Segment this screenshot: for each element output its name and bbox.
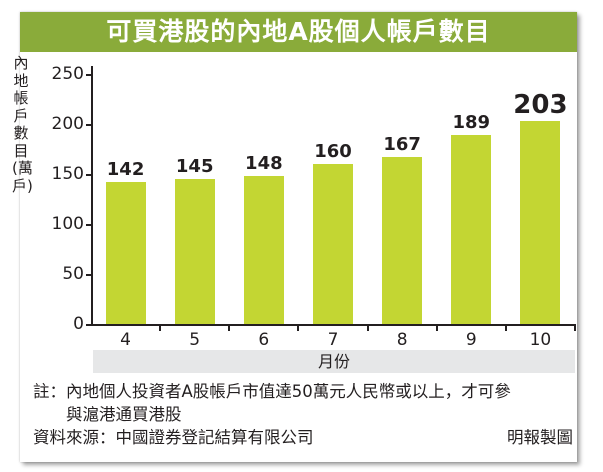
- x-tick-label: 5: [189, 330, 201, 350]
- bar-7: [313, 164, 353, 324]
- x-tick: [435, 324, 438, 331]
- x-tick-label: 8: [396, 330, 408, 350]
- x-tick: [504, 324, 507, 331]
- chart-title: 可買港股的內地A股個人帳戶數目: [20, 12, 577, 52]
- y-tick: [86, 74, 91, 76]
- y-axis-label: 內地帳戶數目(萬戶): [12, 54, 33, 195]
- x-axis-label: 月份: [93, 350, 575, 373]
- x-tick-label: 4: [120, 330, 131, 350]
- x-axis-line: [87, 324, 576, 326]
- x-tick-label: 6: [258, 330, 270, 350]
- bar-value-label: 145: [175, 156, 214, 177]
- y-tick-label: 100: [51, 214, 84, 234]
- bar-8: [382, 157, 423, 324]
- bar-value-label: 189: [452, 112, 491, 133]
- source-note: 資料來源：中國證券登記結算有限公司: [33, 428, 314, 447]
- bar-5: [174, 179, 215, 324]
- y-tick: [86, 224, 91, 226]
- y-axis-line: [91, 66, 93, 326]
- y-tick-label: 250: [51, 64, 84, 84]
- y-tick: [86, 274, 91, 276]
- x-tick-label: 10: [529, 330, 552, 350]
- y-tick: [86, 124, 91, 126]
- x-tick: [228, 324, 231, 331]
- x-tick: [159, 324, 162, 331]
- y-tick-label: 200: [51, 114, 84, 134]
- x-tick: [574, 324, 576, 331]
- bar-value-label: 148: [245, 153, 283, 174]
- x-tick-label: 7: [327, 330, 339, 350]
- bar-value-label: 142: [106, 159, 145, 180]
- bar-6: [243, 176, 284, 324]
- bar-4: [105, 182, 146, 324]
- bar-value-label: 167: [383, 134, 421, 155]
- credit: 明報製圖: [507, 428, 573, 447]
- y-tick: [86, 174, 91, 176]
- bar-9: [451, 135, 492, 324]
- bar-value-label: 160: [314, 141, 352, 162]
- y-tick-label: 150: [51, 164, 84, 184]
- y-tick-label: 50: [62, 264, 84, 284]
- x-tick-label: 9: [465, 330, 477, 350]
- bar-value-label: 203: [513, 90, 568, 120]
- bar-10: [520, 121, 561, 324]
- y-tick: [86, 324, 91, 326]
- x-tick: [366, 324, 369, 331]
- y-tick-label: 0: [73, 314, 84, 334]
- footnote-line-2: 與滬港通買港股: [66, 405, 182, 424]
- x-tick: [297, 324, 300, 331]
- footnote-line-1: 註：內地個人投資者A股帳戶市值達50萬元人民幣或以上，才可參: [33, 382, 511, 401]
